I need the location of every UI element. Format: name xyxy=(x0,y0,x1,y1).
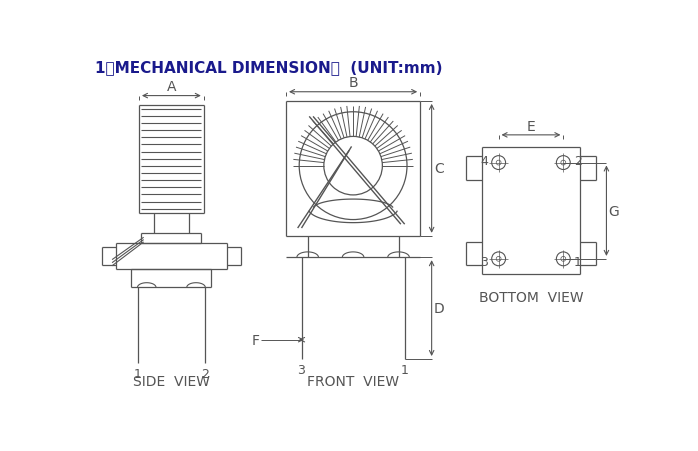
Text: 2: 2 xyxy=(201,367,209,380)
Text: D: D xyxy=(434,301,445,315)
Text: A: A xyxy=(167,80,176,94)
Text: G: G xyxy=(609,204,620,218)
Text: 1，MECHANICAL DIMENSION：  (UNIT:mm): 1，MECHANICAL DIMENSION： (UNIT:mm) xyxy=(95,60,443,75)
Text: 3: 3 xyxy=(480,255,488,268)
Text: E: E xyxy=(526,119,535,133)
Text: 1: 1 xyxy=(574,255,582,268)
Text: C: C xyxy=(434,162,444,176)
Text: 2: 2 xyxy=(574,154,582,167)
Text: BOTTOM  VIEW: BOTTOM VIEW xyxy=(479,290,584,304)
Text: 3: 3 xyxy=(297,363,306,376)
Text: F: F xyxy=(251,333,259,347)
Text: SIDE  VIEW: SIDE VIEW xyxy=(133,374,210,388)
Text: 1: 1 xyxy=(401,363,408,376)
Text: FRONT  VIEW: FRONT VIEW xyxy=(307,374,399,388)
Text: B: B xyxy=(348,76,358,90)
Text: 1: 1 xyxy=(133,367,142,380)
Text: 4: 4 xyxy=(480,154,488,167)
